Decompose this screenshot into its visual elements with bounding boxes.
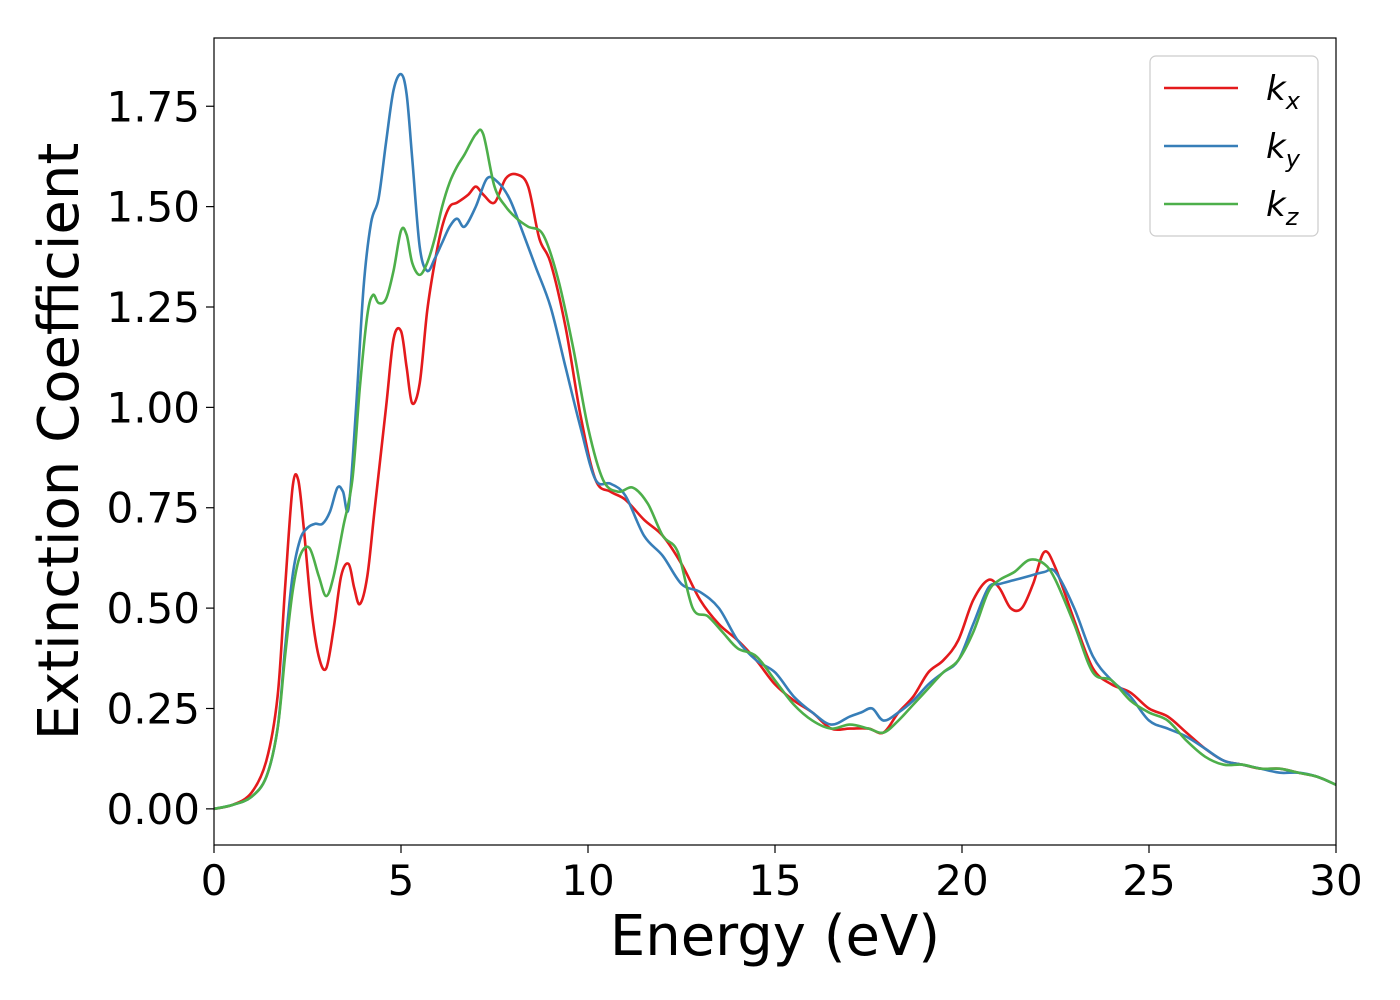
series-layer	[214, 72, 1336, 811]
legend: kx ky kz	[1149, 55, 1319, 237]
y-tick-label: 1.25	[106, 283, 200, 332]
y-axis-ticks: 0.00 0.25 0.50 0.75 1.00 1.25 1.50 1.75	[106, 82, 214, 834]
x-tick-label: 20	[935, 856, 988, 905]
x-tick-label: 10	[561, 856, 614, 905]
series-line-kx	[214, 172, 1336, 811]
x-tick-label: 25	[1122, 856, 1175, 905]
x-tick-label: 15	[748, 856, 801, 905]
x-axis-label: Energy (eV)	[610, 904, 940, 969]
legend-label-kz: kz	[1266, 185, 1300, 231]
x-tick-label: 0	[201, 856, 228, 905]
y-tick-label: 0.00	[106, 785, 200, 834]
legend-label-kx: kx	[1266, 69, 1301, 115]
y-tick-label: 1.00	[106, 383, 200, 432]
x-axis-ticks: 0 5 10 15 20 25 30	[201, 845, 1363, 905]
y-axis-label: Extinction Coefficient	[27, 143, 92, 741]
series-line-kz	[214, 128, 1336, 811]
legend-label-ky: ky	[1266, 127, 1301, 173]
y-tick-label: 0.50	[106, 584, 200, 633]
y-tick-label: 1.50	[106, 183, 200, 232]
y-tick-label: 1.75	[106, 82, 200, 131]
x-tick-label: 30	[1309, 856, 1362, 905]
x-tick-label: 5	[388, 856, 415, 905]
y-tick-label: 0.75	[106, 484, 200, 533]
y-tick-label: 0.25	[106, 684, 200, 733]
